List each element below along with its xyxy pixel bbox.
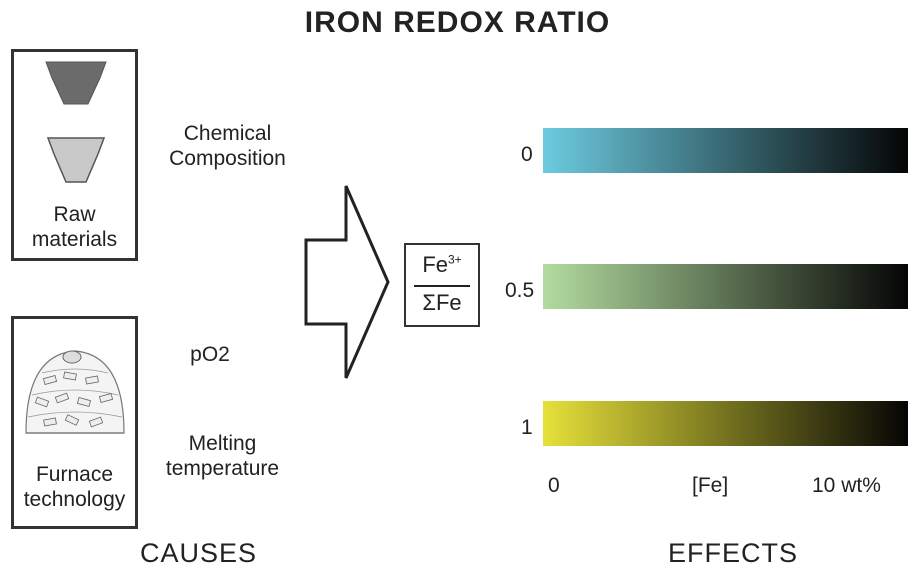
melting-temperature-label: Melting temperature (165, 432, 280, 480)
redox-ratio-formula: Fe3+ ΣFe (404, 243, 480, 327)
axis-min-label: 0 (548, 474, 560, 497)
formula-numerator: Fe3+ (422, 252, 462, 277)
formula-denominator: ΣFe (422, 290, 462, 315)
ratio-label-0: 0 (521, 143, 533, 166)
arrow-right-icon (304, 185, 390, 379)
raw-materials-box: Raw materials (11, 49, 138, 261)
chemical-composition-label: Chemical Composition (169, 122, 286, 170)
ratio-label-1: 1 (521, 416, 533, 439)
raw-materials-label: Raw materials (31, 203, 118, 251)
color-gradient-bar (543, 264, 908, 309)
furnace-box: Furnace technology (11, 316, 138, 529)
axis-max-label: 10 wt% (812, 474, 881, 497)
fraction-line (414, 285, 470, 287)
effects-footer: EFFECTS (668, 538, 799, 568)
axis-mid-label: [Fe] (692, 474, 729, 497)
dark-hopper-icon (45, 61, 107, 105)
po2-label: pO2 (190, 343, 230, 366)
furnace-label: Furnace technology (23, 463, 126, 511)
causes-footer: CAUSES (140, 538, 258, 568)
hopper-icons (45, 61, 107, 183)
diagram-title: IRON REDOX RATIO (304, 6, 611, 39)
color-gradient-bar (543, 401, 908, 446)
light-hopper-icon (46, 137, 106, 183)
ratio-label-0-5: 0.5 (505, 279, 535, 302)
furnace-icon (25, 350, 125, 434)
color-gradient-bar (543, 128, 908, 173)
